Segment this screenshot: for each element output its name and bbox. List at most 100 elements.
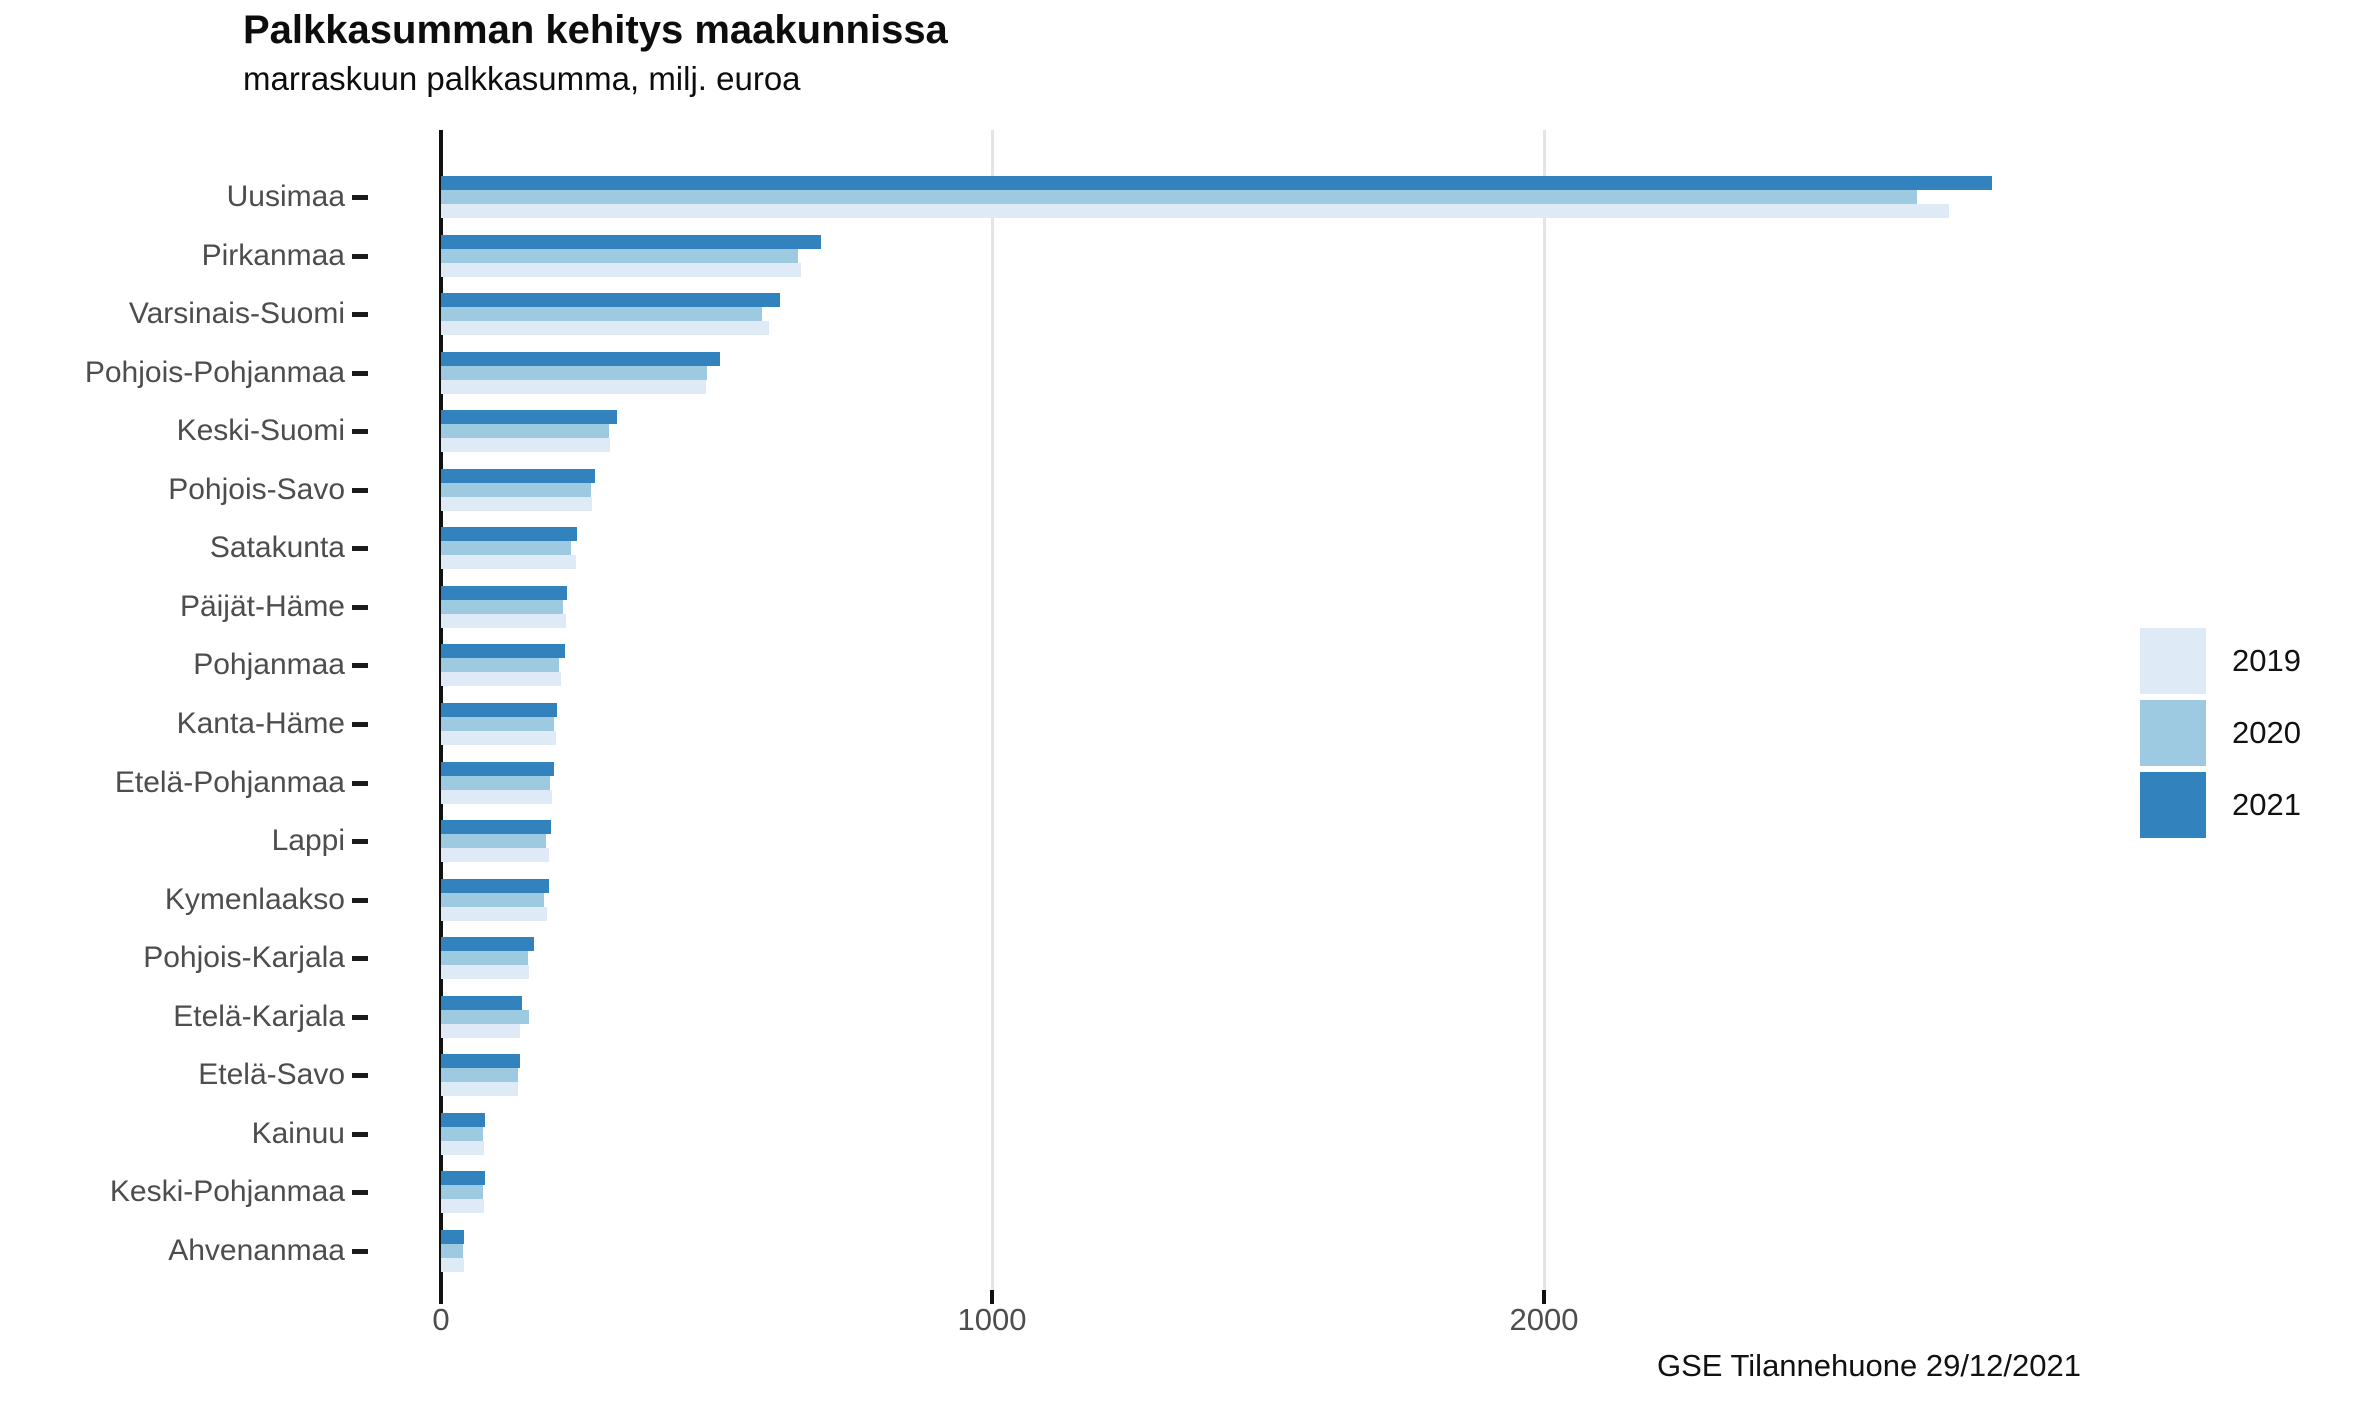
- legend-label: 2020: [2232, 715, 2301, 750]
- y-axis-label: Pohjois-Savo: [168, 473, 345, 506]
- bar-2020: [441, 776, 550, 790]
- x-axis-tick-label: 2000: [1509, 1302, 1579, 1337]
- bar-2020: [441, 600, 563, 614]
- y-axis-tick: [352, 488, 368, 493]
- bar-2020: [441, 366, 707, 380]
- y-axis-tick: [352, 1132, 368, 1137]
- bar-2020: [441, 893, 544, 907]
- bar-2020: [441, 1185, 483, 1199]
- bar-2021: [441, 352, 720, 366]
- y-axis-label: Lappi: [271, 824, 345, 857]
- bar-2021: [441, 1171, 485, 1185]
- chart-subtitle: marraskuun palkkasumma, milj. euroa: [243, 60, 801, 97]
- y-axis-tick: [352, 546, 368, 551]
- y-axis-tick: [352, 312, 368, 317]
- bar-2019: [441, 1258, 464, 1272]
- bar-2020: [441, 190, 1917, 204]
- bar-2021: [441, 410, 617, 424]
- y-axis-label: Pohjois-Karjala: [143, 941, 345, 974]
- y-axis-label: Pirkanmaa: [201, 239, 345, 272]
- bar-2021: [441, 703, 557, 717]
- bar-2021: [441, 937, 534, 951]
- legend-item-2020: 2020: [2140, 700, 2301, 766]
- bar-2019: [441, 790, 552, 804]
- bar-2020: [441, 1068, 518, 1082]
- bar-2021: [441, 644, 565, 658]
- y-axis-label: Keski-Suomi: [176, 414, 345, 447]
- legend: 2019 2020 2021: [2140, 628, 2301, 844]
- bar-2019: [441, 1199, 484, 1213]
- bar-2020: [441, 249, 798, 263]
- bar-2021: [441, 293, 780, 307]
- bar-2021: [441, 469, 595, 483]
- bar-2021: [441, 820, 551, 834]
- y-axis-tick: [352, 956, 368, 961]
- legend-label: 2021: [2232, 787, 2301, 822]
- x-axis-tick: [1542, 1290, 1546, 1304]
- y-axis-tick: [352, 371, 368, 376]
- bar-2019: [441, 438, 610, 452]
- y-axis-label: Pohjanmaa: [193, 648, 345, 681]
- x-axis-tick-label: 1000: [957, 1302, 1027, 1337]
- legend-item-2019: 2019: [2140, 628, 2301, 694]
- bar-2019: [441, 965, 529, 979]
- bar-2020: [441, 951, 528, 965]
- bar-2019: [441, 263, 801, 277]
- bar-2019: [441, 1141, 484, 1155]
- chart-caption: GSE Tilannehuone 29/12/2021: [1656, 1348, 2081, 1383]
- y-axis-tick: [352, 722, 368, 727]
- legend-key-2020: [2140, 700, 2206, 766]
- bar-2020: [441, 834, 546, 848]
- gridline-2000: [1543, 130, 1546, 1290]
- bar-2021: [441, 1054, 520, 1068]
- y-axis-label: Etelä-Karjala: [173, 1000, 345, 1033]
- bar-2021: [441, 235, 821, 249]
- y-axis-label: Varsinais-Suomi: [128, 297, 345, 330]
- bar-2021: [441, 586, 567, 600]
- bar-2019: [441, 672, 561, 686]
- y-axis-label: Kymenlaakso: [164, 883, 345, 916]
- legend-label: 2019: [2232, 643, 2301, 678]
- bar-2021: [441, 762, 554, 776]
- bar-2020: [441, 717, 554, 731]
- y-axis-label: Etelä-Pohjanmaa: [114, 766, 345, 799]
- bar-2019: [441, 1082, 518, 1096]
- bar-2019: [441, 731, 556, 745]
- bar-2020: [441, 307, 762, 321]
- y-axis-tick: [352, 898, 368, 903]
- legend-key-2021: [2140, 772, 2206, 838]
- bar-2020: [441, 1127, 483, 1141]
- y-axis-label: Pohjois-Pohjanmaa: [84, 356, 345, 389]
- bar-2020: [441, 541, 571, 555]
- bar-2020: [441, 1244, 463, 1258]
- y-axis-tick: [352, 254, 368, 259]
- y-axis-tick: [352, 1015, 368, 1020]
- bar-2019: [441, 321, 769, 335]
- bar-2021: [441, 176, 1992, 190]
- bar-2021: [441, 1113, 485, 1127]
- bar-2021: [441, 996, 522, 1010]
- legend-item-2021: 2021: [2140, 772, 2301, 838]
- y-axis-label: Kanta-Häme: [176, 707, 345, 740]
- bar-2020: [441, 424, 609, 438]
- y-axis-tick: [352, 781, 368, 786]
- y-axis-label: Päijät-Häme: [179, 590, 345, 623]
- x-axis-tick-label: 0: [432, 1302, 450, 1337]
- bar-2021: [441, 879, 549, 893]
- bar-2019: [441, 497, 592, 511]
- y-axis-tick: [352, 663, 368, 668]
- y-axis-label: Keski-Pohjanmaa: [109, 1175, 345, 1208]
- y-axis-tick: [352, 195, 368, 200]
- x-axis-tick: [439, 1290, 443, 1304]
- bar-2019: [441, 380, 706, 394]
- bar-2019: [441, 614, 566, 628]
- y-axis-tick: [352, 1190, 368, 1195]
- bar-2019: [441, 848, 549, 862]
- legend-key-2019: [2140, 628, 2206, 694]
- y-axis-tick: [352, 1073, 368, 1078]
- x-axis-tick: [990, 1290, 994, 1304]
- bar-2021: [441, 1230, 464, 1244]
- bar-2020: [441, 483, 591, 497]
- chart-title: Palkkasumman kehitys maakunnissa: [243, 8, 948, 52]
